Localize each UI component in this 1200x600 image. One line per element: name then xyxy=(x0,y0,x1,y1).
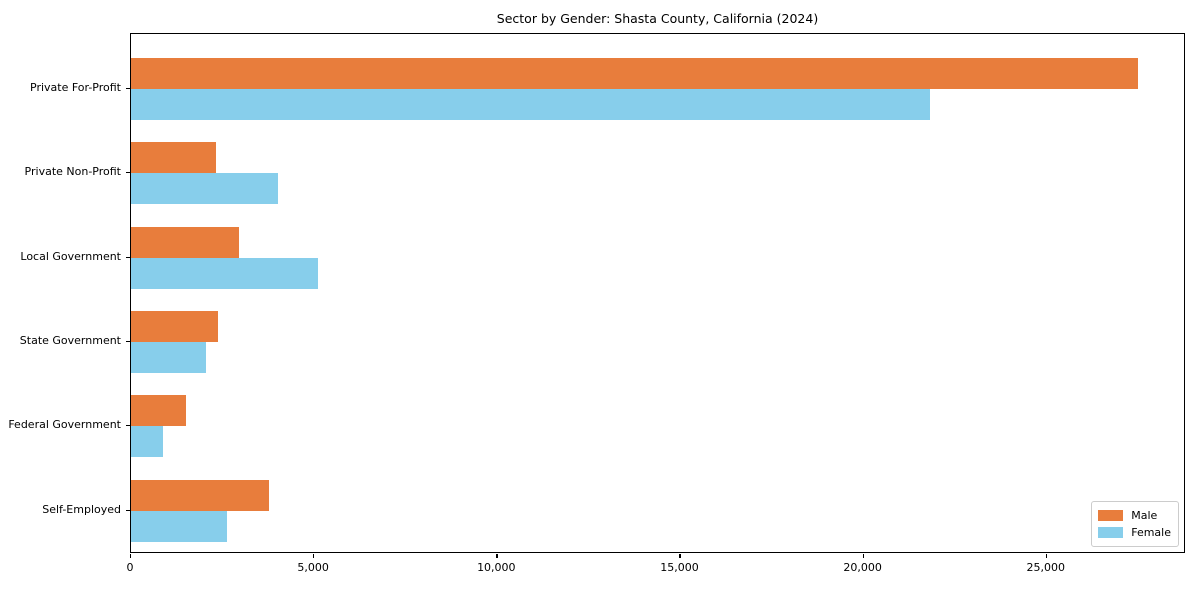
bar-male xyxy=(131,310,218,342)
y-tick-label: Private For-Profit xyxy=(30,81,121,94)
bar-male xyxy=(131,479,270,511)
x-tick-label: 15,000 xyxy=(660,561,699,574)
x-tick-label: 0 xyxy=(126,561,134,574)
y-tick-label: Self-Employed xyxy=(42,502,121,516)
y-tick-mark xyxy=(126,88,130,90)
x-tick-label: 10,000 xyxy=(477,561,516,574)
legend-item: Male xyxy=(1098,507,1171,524)
y-tick-mark xyxy=(126,425,130,427)
legend-swatch-icon xyxy=(1098,527,1124,538)
legend: Male Female xyxy=(1091,501,1179,547)
y-tick-mark xyxy=(126,340,130,343)
y-tick-label: Federal Government xyxy=(8,418,121,432)
legend-label: Female xyxy=(1131,526,1171,539)
bar-male xyxy=(131,58,1139,89)
x-tick-mark xyxy=(679,554,681,558)
y-tick-label: State Government xyxy=(19,333,121,347)
bar-female xyxy=(131,426,164,458)
y-tick-mark xyxy=(126,509,130,511)
bar-female xyxy=(131,89,930,120)
x-tick-label: 5,000 xyxy=(297,561,329,574)
y-tick-label: Local Government xyxy=(20,249,121,263)
y-tick-label: Private Non-Profit xyxy=(24,165,121,179)
bar-male xyxy=(131,142,217,174)
plot-area: Male Female xyxy=(130,33,1185,553)
legend-swatch-icon xyxy=(1098,510,1124,521)
bar-female xyxy=(131,257,318,289)
legend-item: Female xyxy=(1098,524,1171,541)
bar-female xyxy=(131,341,207,373)
x-tick-mark xyxy=(1045,554,1047,558)
bar-male xyxy=(131,395,186,427)
x-tick-label: 25,000 xyxy=(1026,561,1066,574)
x-tick-mark xyxy=(862,554,864,558)
bar-female xyxy=(131,510,228,542)
bar-female xyxy=(131,173,278,205)
x-tick-mark xyxy=(496,554,498,558)
y-tick-mark xyxy=(126,256,130,258)
x-tick-mark xyxy=(313,554,315,558)
y-tick-mark xyxy=(126,172,130,174)
chart-title: Sector by Gender: Shasta County, Califor… xyxy=(496,11,819,26)
bar-male xyxy=(131,226,240,258)
legend-label: Male xyxy=(1131,509,1158,522)
x-tick-label: 20,000 xyxy=(843,561,882,574)
x-tick-mark xyxy=(130,554,132,558)
